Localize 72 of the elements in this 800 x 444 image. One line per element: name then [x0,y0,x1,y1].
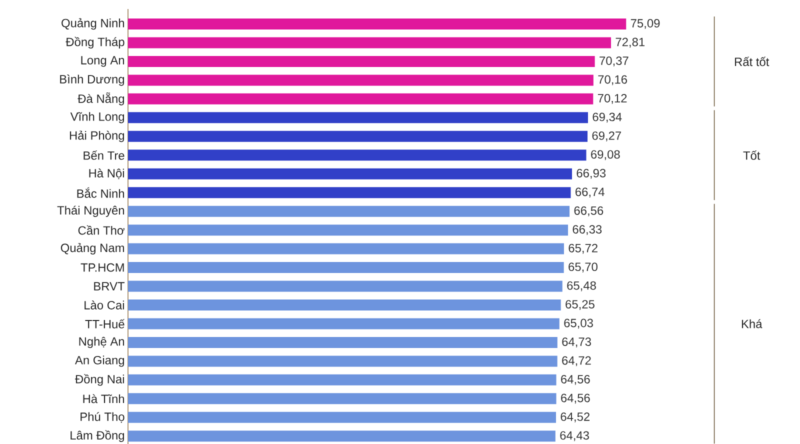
bar [128,168,572,180]
data-label: 70,12 [598,94,627,104]
data-label: 64,52 [560,412,590,422]
y-tick-label: Lâm Đồng [70,430,124,442]
y-tick-label: Phú Thọ [80,412,124,423]
bar [128,318,560,330]
y-tick-label: Quảng Nam [60,243,124,254]
y-tick-label: Hà Nội [89,168,124,180]
data-label: 69,08 [591,150,620,160]
data-label: 65,48 [567,281,596,292]
bar [128,374,556,386]
y-tick-label: Đồng Tháp [66,36,124,49]
bar [128,430,556,442]
y-tick-label: Hà Tĩnh [83,394,124,404]
data-label: 69,27 [592,131,622,142]
bar [128,130,588,142]
data-label: 70,37 [600,56,628,66]
bar [128,206,570,217]
text: Khá [742,319,762,328]
y-tick-label: Cần Thơ [78,225,124,235]
bar [128,150,586,161]
y-tick-label: Bắc Ninh [77,187,124,198]
text: Rất tốt [734,56,770,66]
bar [128,412,556,423]
y-tick-label: Nghệ An [79,336,124,348]
data-label: 72,81 [616,38,645,48]
bar [128,18,626,30]
y-tick-label: Quảng Ninh [62,18,124,30]
bar [128,93,594,104]
y-tick-label: Hải Phòng [70,130,124,142]
y-tick-label: TP.HCM [80,263,124,272]
y-tick-label: Bình Dương [60,74,124,86]
y-tick-label: Đồng Nai [75,374,124,386]
y-tick-label: Lào Cai [84,300,124,310]
bar [128,74,594,86]
bar [128,300,561,310]
data-label: 65,72 [568,244,598,254]
bar [128,336,558,348]
data-label: 66,56 [574,206,604,216]
text: Tốt [743,150,760,160]
y-tick-label: An Giang [74,356,124,367]
bar [128,280,562,292]
y-tick-label: BRVT [94,282,125,290]
data-label: 75,09 [630,19,660,29]
bar [128,224,568,236]
bar [128,56,595,67]
bar [128,37,612,48]
data-label: 66,74 [576,188,604,198]
bar [128,393,556,404]
data-label: 64,43 [560,431,589,442]
y-tick-label: Bến Tre [84,150,124,160]
bar [128,262,564,274]
bar [128,243,564,254]
data-label: 70,16 [598,75,628,86]
data-label: 65,25 [566,300,594,310]
data-label: 66,93 [576,168,606,179]
y-tick-label: Thái Nguyên [57,206,124,217]
data-label: 66,33 [572,225,602,235]
data-label: 65,70 [568,262,598,272]
data-label: 64,73 [562,338,591,348]
data-label: 64,56 [561,375,590,385]
data-label: 65,03 [564,318,593,329]
data-label: 64,56 [561,394,590,404]
bar [128,112,588,124]
y-tick-label: TT-Huế [85,319,125,328]
y-tick-label: Đà Nẵng [78,92,124,106]
bar [128,356,558,367]
y-tick-label: Vĩnh Long [70,112,124,124]
bar [128,187,571,198]
data-label: 64,72 [562,356,591,366]
y-tick-label: Long An [81,56,124,67]
data-label: 69,34 [592,112,622,123]
